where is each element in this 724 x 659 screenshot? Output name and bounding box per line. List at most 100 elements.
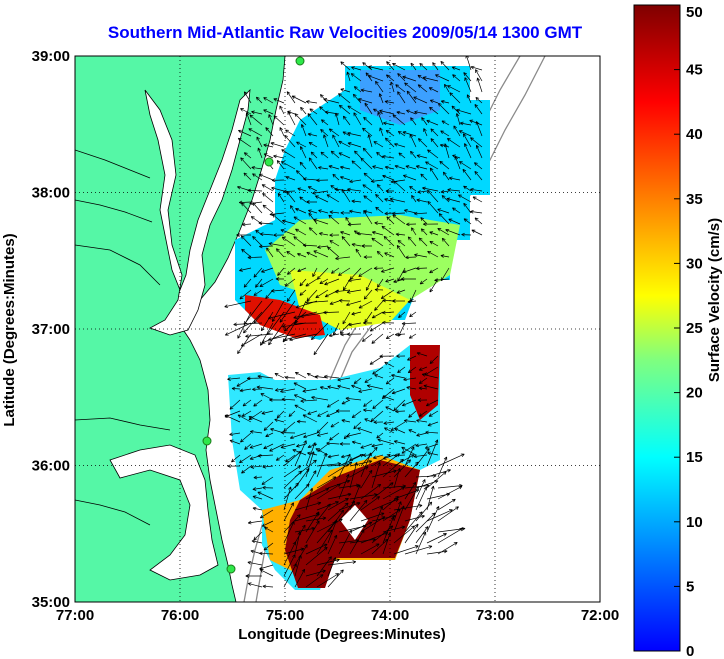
- current-vector-arrow: [429, 167, 439, 181]
- current-vector-arrow: [375, 206, 384, 214]
- current-vector-arrow: [464, 77, 472, 93]
- current-vector-arrow: [367, 74, 384, 82]
- current-vector-arrow: [283, 470, 303, 489]
- current-vector-arrow: [326, 399, 340, 408]
- current-vector-arrow: [257, 491, 274, 500]
- current-vector-arrow: [383, 121, 395, 126]
- current-vector-arrow: [425, 399, 439, 407]
- current-vector-arrow: [283, 450, 302, 467]
- current-vector-arrow: [366, 384, 384, 390]
- current-vector-arrow: [259, 509, 274, 519]
- current-vector-arrow: [283, 465, 302, 478]
- current-vector-arrow: [378, 93, 384, 104]
- current-vector-arrow: [420, 173, 428, 181]
- colorbar-tick-label: 0: [686, 643, 694, 659]
- current-vector-arrow: [316, 501, 339, 511]
- current-vector-arrow: [257, 453, 274, 458]
- current-vector-arrow: [299, 161, 307, 170]
- current-vector-arrow: [306, 289, 318, 302]
- current-vector-arrow: [305, 300, 329, 305]
- current-vector-arrow: [423, 128, 428, 137]
- current-vector-arrow: [437, 527, 466, 533]
- current-vector-arrow: [462, 133, 472, 148]
- current-vector-arrow: [372, 454, 384, 459]
- current-vector-arrow: [351, 311, 362, 316]
- current-vector-arrow: [289, 432, 307, 440]
- current-vector-arrow: [312, 267, 318, 277]
- current-vector-arrow: [252, 202, 263, 214]
- current-vector-arrow: [393, 440, 406, 445]
- current-vector-arrow: [253, 289, 263, 296]
- current-vector-arrow: [268, 114, 274, 126]
- current-vector-arrow: [286, 267, 296, 275]
- current-vector-arrow: [340, 88, 351, 93]
- current-vector-arrow: [334, 289, 351, 294]
- current-vector-arrow: [419, 278, 428, 285]
- current-vector-arrow: [416, 418, 428, 423]
- current-vector-arrow: [248, 128, 263, 137]
- current-vector-arrow: [239, 289, 252, 300]
- current-vector-arrow: [466, 94, 472, 104]
- current-vector-arrow: [474, 217, 483, 225]
- current-vector-arrow: [393, 459, 412, 478]
- current-vector-arrow: [291, 95, 307, 104]
- current-vector-arrow: [229, 399, 241, 410]
- x-tick-label: 77:00: [56, 607, 94, 624]
- current-vector-arrow: [351, 160, 362, 170]
- current-vector-arrow: [447, 188, 461, 192]
- current-vector-arrow: [360, 483, 382, 500]
- current-vector-arrow: [227, 464, 241, 468]
- current-vector-arrow: [452, 154, 461, 159]
- current-vector-arrow: [476, 77, 483, 93]
- current-vector-arrow: [306, 251, 318, 258]
- current-vector-arrow: [355, 248, 362, 258]
- current-vector-arrow: [430, 138, 439, 148]
- current-vector-arrow: [271, 178, 285, 183]
- current-vector-arrow: [247, 520, 263, 525]
- current-vector-arrow: [362, 62, 373, 71]
- current-vector-arrow: [393, 399, 406, 412]
- current-vector-arrow: [243, 91, 252, 104]
- current-vector-arrow: [415, 512, 436, 533]
- current-vector-arrow: [258, 173, 274, 181]
- current-vector-arrow: [249, 114, 263, 126]
- current-vector-arrow: [253, 399, 263, 407]
- colorbar-tick-label: 15: [686, 449, 703, 466]
- current-vector-arrow: [437, 506, 459, 522]
- southern-field-gap: [340, 505, 368, 540]
- current-vector-arrow: [247, 255, 263, 260]
- current-vector-arrow: [335, 256, 351, 261]
- current-vector-arrow: [244, 443, 252, 450]
- current-vector-arrow: [287, 111, 296, 126]
- current-vector-arrow: [383, 421, 395, 425]
- current-vector-arrow: [414, 253, 428, 258]
- current-vector-arrow: [334, 112, 340, 126]
- current-vector-arrow: [445, 228, 461, 236]
- radar-site-marker: [264, 157, 274, 167]
- current-vector-arrow: [394, 427, 406, 434]
- current-vector-arrow: [360, 88, 373, 93]
- current-vector-arrow: [447, 85, 461, 93]
- current-vector-arrow: [247, 188, 263, 193]
- radar-site-marker: [226, 564, 236, 574]
- current-vector-arrow: [393, 545, 419, 555]
- current-vector-arrow: [437, 453, 465, 467]
- current-vector-arrow: [364, 377, 373, 383]
- current-vector-arrow: [346, 332, 362, 337]
- current-vector-arrow: [328, 128, 340, 137]
- current-vector-arrow: [396, 354, 406, 359]
- current-vector-arrow: [279, 105, 285, 115]
- current-vector-arrow: [401, 399, 417, 407]
- current-vector-arrow: [316, 529, 333, 555]
- current-vector-arrow: [289, 333, 318, 342]
- current-vector-arrow: [351, 410, 362, 419]
- current-vector-arrow: [340, 61, 351, 71]
- current-vector-arrow: [280, 443, 296, 449]
- current-vector-arrow: [393, 278, 406, 284]
- current-vector-arrow: [428, 87, 439, 93]
- current-vector-arrow: [241, 248, 252, 258]
- current-vector-arrow: [370, 410, 384, 422]
- current-vector-arrow: [273, 115, 285, 126]
- current-vector-arrow: [262, 485, 274, 490]
- current-vector-arrow: [404, 514, 425, 522]
